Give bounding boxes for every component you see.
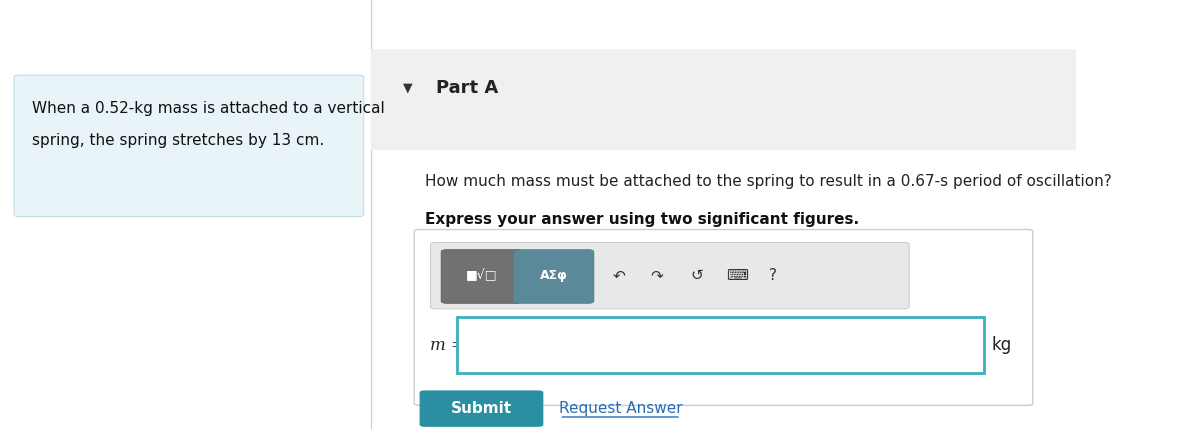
FancyBboxPatch shape — [420, 390, 544, 427]
FancyBboxPatch shape — [14, 75, 364, 217]
Text: ■√□: ■√□ — [467, 269, 498, 282]
Text: Express your answer using two significant figures.: Express your answer using two significan… — [425, 212, 859, 227]
Text: kg: kg — [992, 336, 1013, 354]
FancyBboxPatch shape — [514, 250, 594, 303]
Text: Part A: Part A — [436, 79, 498, 97]
Text: spring, the spring stretches by 13 cm.: spring, the spring stretches by 13 cm. — [32, 133, 324, 148]
FancyBboxPatch shape — [414, 230, 1033, 405]
FancyBboxPatch shape — [371, 49, 1076, 150]
FancyBboxPatch shape — [431, 242, 910, 309]
Text: When a 0.52-kg mass is attached to a vertical: When a 0.52-kg mass is attached to a ver… — [32, 101, 385, 116]
Text: ↶: ↶ — [612, 268, 625, 283]
Text: ⌨: ⌨ — [726, 268, 748, 283]
Text: ↺: ↺ — [691, 268, 703, 283]
Text: ▼: ▼ — [403, 82, 413, 94]
Text: Submit: Submit — [451, 401, 512, 416]
FancyBboxPatch shape — [457, 317, 984, 373]
Text: AΣφ: AΣφ — [540, 269, 568, 282]
Text: ↷: ↷ — [650, 268, 662, 283]
Text: m =: m = — [431, 337, 466, 354]
Text: Request Answer: Request Answer — [559, 401, 683, 416]
FancyBboxPatch shape — [442, 250, 522, 303]
Text: ?: ? — [768, 268, 776, 283]
Text: How much mass must be attached to the spring to result in a 0.67-s period of osc: How much mass must be attached to the sp… — [425, 174, 1111, 189]
